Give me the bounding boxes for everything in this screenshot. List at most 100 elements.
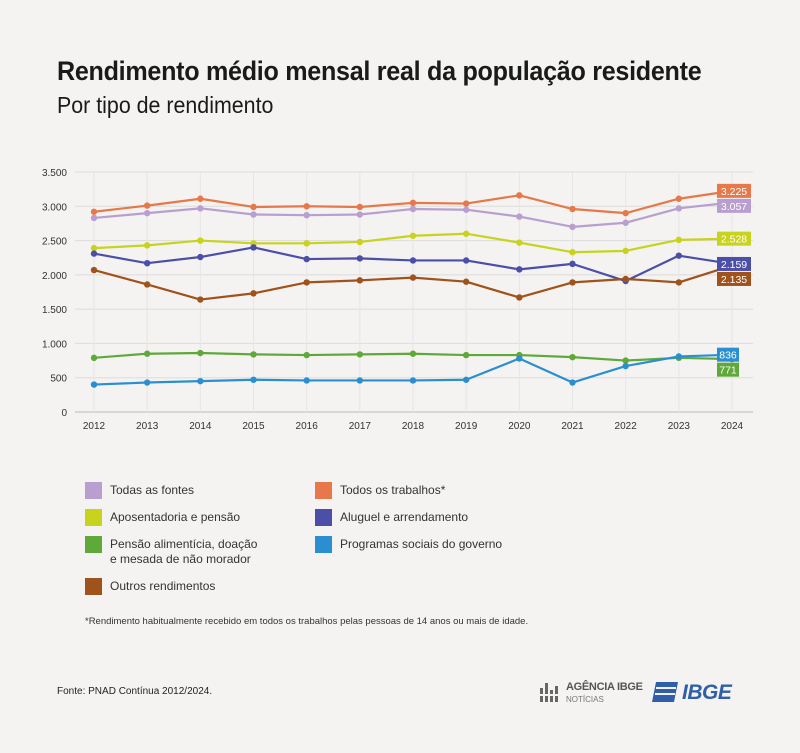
data-point (622, 247, 629, 255)
end-value-label: 836 (719, 350, 737, 362)
legend-swatch (315, 536, 332, 553)
data-point (409, 274, 417, 281)
data-point (409, 350, 417, 357)
ibge-logo-text: IBGE (682, 681, 732, 704)
data-point (250, 203, 257, 211)
data-point (462, 257, 470, 264)
data-point (409, 257, 417, 264)
data-point (675, 353, 683, 360)
y-tick-label: 2.500 (42, 237, 67, 248)
data-point (622, 357, 629, 364)
data-point (197, 237, 204, 244)
data-point (622, 362, 629, 370)
data-point (356, 277, 364, 284)
end-value-box (717, 183, 751, 198)
y-tick-label: 3.500 (42, 168, 67, 179)
data-point (143, 209, 151, 217)
data-point (303, 351, 310, 359)
legend-swatch (85, 536, 102, 553)
data-point (197, 205, 204, 212)
data-point (516, 266, 523, 273)
data-point (462, 376, 470, 383)
end-value-label: 771 (719, 365, 737, 377)
data-point (197, 253, 204, 261)
x-tick-label: 2013 (136, 421, 159, 432)
x-tick-label: 2017 (349, 421, 372, 432)
data-point (197, 296, 204, 303)
data-point (90, 214, 98, 222)
y-tick-label: 500 (50, 374, 67, 385)
data-point (303, 377, 310, 384)
legend-swatch (85, 482, 102, 499)
data-point (569, 353, 576, 361)
end-value-label: 2.135 (721, 274, 747, 286)
y-tick-label: 1.000 (42, 339, 67, 350)
data-point (569, 379, 576, 386)
legend-label: Todas as fontes (110, 483, 195, 497)
source-note: Fonte: PNAD Contínua 2012/2024. (57, 686, 213, 697)
data-point (675, 195, 683, 202)
data-point (569, 279, 576, 286)
data-point (409, 232, 417, 239)
chart-legend: Todas as fontes Todos os trabalhos* Aposen… (85, 482, 725, 602)
data-point (516, 192, 523, 199)
end-value-label: 3.225 (721, 186, 747, 198)
data-point (356, 377, 364, 384)
legend-label: Aposentadoria e pensão (110, 510, 241, 524)
x-tick-label: 2024 (721, 421, 744, 432)
data-point (303, 203, 310, 210)
data-point (250, 376, 257, 383)
data-point (516, 239, 523, 246)
y-tick-label: 1.500 (42, 305, 67, 316)
end-value-box (717, 347, 739, 362)
agencia-logo-subtext: NOTÍCIAS (566, 695, 604, 704)
data-point (143, 350, 151, 357)
data-point (197, 377, 204, 385)
legend-swatch (315, 509, 332, 526)
data-point (622, 209, 629, 217)
data-point (462, 351, 470, 359)
data-point (675, 205, 683, 212)
data-point (675, 236, 683, 244)
ibge-logo: IBGE (650, 680, 750, 710)
data-point (303, 212, 310, 219)
end-value-label: 3.057 (721, 201, 747, 213)
data-point (143, 260, 151, 267)
data-point (250, 211, 257, 218)
end-value-label: 2.528 (721, 234, 747, 246)
x-tick-label: 2016 (296, 421, 319, 432)
x-tick-label: 2019 (455, 421, 478, 432)
data-point (462, 206, 470, 213)
x-tick-label: 2021 (561, 421, 584, 432)
data-point (462, 230, 470, 237)
line-chart: 0 500 1.000 1.500 2.000 2.500 3.000 3.500 2012 20… (42, 168, 753, 432)
x-tick-label: 2023 (668, 421, 691, 432)
data-point (303, 255, 310, 263)
x-tick-label: 2015 (242, 421, 265, 432)
data-point (675, 252, 683, 259)
legend-swatch (85, 509, 102, 526)
data-point (622, 275, 629, 283)
x-tick-label: 2022 (615, 421, 638, 432)
data-point (90, 354, 98, 362)
data-point (569, 223, 576, 231)
data-point (303, 240, 310, 247)
data-point (356, 255, 364, 262)
end-value-box (717, 198, 751, 213)
data-point (197, 195, 204, 202)
data-point (303, 279, 310, 286)
data-point (569, 249, 576, 256)
x-tick-label: 2018 (402, 421, 425, 432)
data-point (356, 203, 364, 211)
data-point (462, 278, 470, 285)
data-point (516, 213, 523, 220)
y-tick-label: 3.000 (42, 202, 67, 213)
end-value-box (717, 256, 751, 271)
data-point (90, 266, 98, 274)
data-point (409, 199, 417, 207)
data-point (90, 244, 98, 252)
data-point (356, 211, 364, 218)
end-value-label: 2.159 (721, 259, 747, 271)
legend-swatch (85, 578, 102, 595)
data-point (356, 351, 364, 358)
